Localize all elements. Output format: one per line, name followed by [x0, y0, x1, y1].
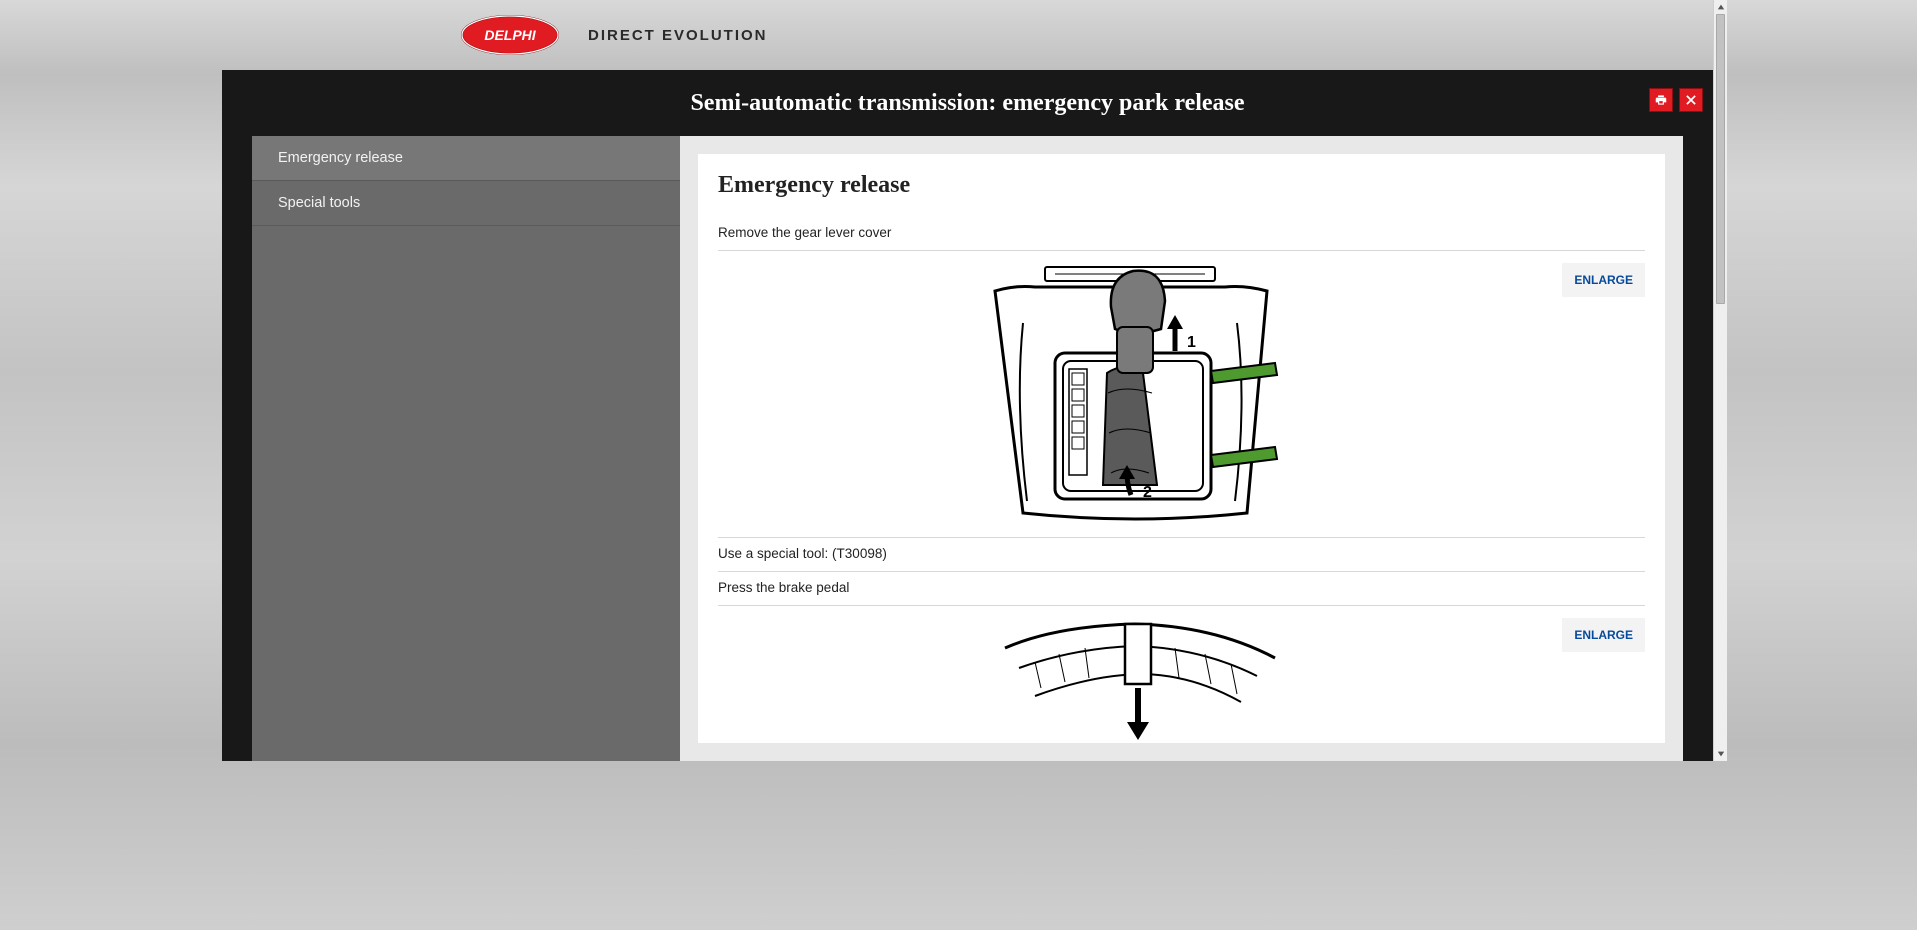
brand-header: DELPHI DIRECT EVOLUTION: [190, 0, 1727, 70]
content-area: Emergency release Remove the gear lever …: [680, 136, 1683, 761]
scroll-up-button[interactable]: [1714, 0, 1727, 14]
chevron-up-icon: [1717, 3, 1725, 11]
scroll-thumb[interactable]: [1716, 14, 1725, 304]
sidebar: Emergency release Special tools: [252, 136, 680, 761]
close-button[interactable]: [1679, 88, 1703, 112]
sidebar-item-label: Emergency release: [278, 150, 403, 166]
logo-text: DELPHI: [484, 27, 536, 43]
figure-brake-pedal: [718, 618, 1552, 743]
main-panel: Semi-automatic transmission: emergency p…: [222, 70, 1713, 761]
brand-subtitle: DIRECT EVOLUTION: [588, 27, 768, 44]
print-button[interactable]: [1649, 88, 1673, 112]
scroll-down-button[interactable]: [1714, 747, 1727, 761]
document-paper: Emergency release Remove the gear lever …: [698, 154, 1665, 743]
instruction-step: Remove the gear lever cover: [718, 217, 1645, 251]
enlarge-button[interactable]: ENLARGE: [1562, 263, 1645, 297]
vertical-scrollbar[interactable]: [1713, 0, 1727, 761]
sidebar-item-label: Special tools: [278, 195, 360, 211]
section-heading: Emergency release: [718, 172, 1645, 199]
enlarge-button[interactable]: ENLARGE: [1562, 618, 1645, 652]
print-icon: [1654, 93, 1668, 107]
callout-2: 2: [1143, 484, 1152, 501]
instruction-step: Use a special tool: (T30098): [718, 538, 1645, 572]
sidebar-item-special-tools[interactable]: Special tools: [252, 181, 680, 226]
delphi-logo: DELPHI: [460, 14, 560, 56]
callout-1: 1: [1187, 334, 1196, 351]
sidebar-item-emergency-release[interactable]: Emergency release: [252, 136, 680, 181]
title-bar: Semi-automatic transmission: emergency p…: [222, 70, 1713, 136]
page-title: Semi-automatic transmission: emergency p…: [690, 90, 1244, 117]
figure-gear-lever: 1 2: [718, 263, 1552, 523]
close-icon: [1684, 93, 1698, 107]
instruction-step: Press the brake pedal: [718, 572, 1645, 606]
chevron-down-icon: [1717, 750, 1725, 758]
